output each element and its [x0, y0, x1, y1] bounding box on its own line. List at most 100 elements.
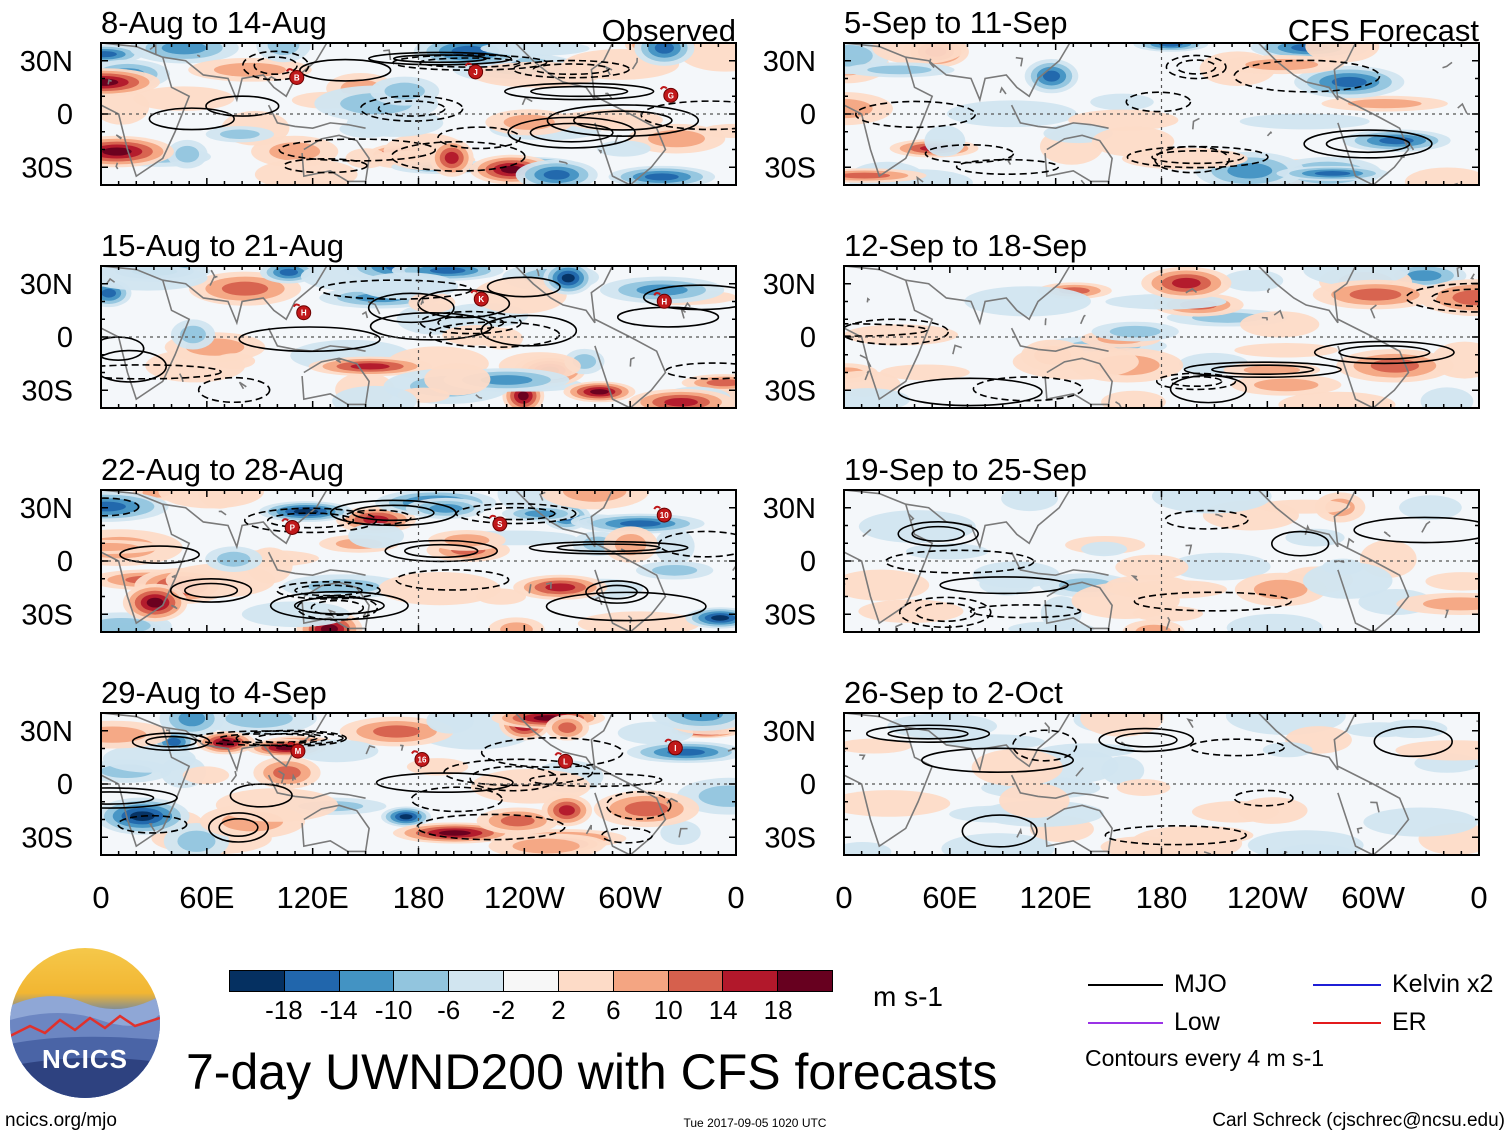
storm-label: J [473, 68, 477, 77]
lon-label: 120E [1019, 880, 1091, 915]
lat-label: 30S [21, 152, 73, 184]
colorbar-tick-label: -2 [491, 995, 516, 1025]
lon-label: 120W [1227, 880, 1309, 915]
storm-label: I [674, 744, 676, 753]
lon-axis-labels-observed: 0 60E 120E 180 120W 60W 0 [92, 880, 744, 915]
storm-label: 10 [660, 511, 669, 520]
lat-label: 0 [800, 99, 816, 131]
colorbar-tick-label: -6 [437, 995, 461, 1025]
lat-label: 30N [763, 269, 816, 301]
colorbar-tick-label: 10 [653, 995, 683, 1025]
lat-label: 30S [21, 599, 73, 631]
storm-marker: 16 [411, 750, 430, 767]
storm-label: L [563, 757, 568, 766]
mjo-contours [844, 282, 1479, 407]
colorbar [229, 970, 833, 992]
legend-item-kelvin: Kelvin x2 [1313, 970, 1510, 1000]
colorbar-units: m s-1 [873, 981, 943, 1012]
storm-marker: P [281, 518, 300, 535]
storm-marker: H [292, 303, 312, 321]
panel-title: 5-Sep to 11-Sep [844, 5, 1067, 40]
colorbar-tick-labels: -18 -14 -10 -6 -2 2 6 10 14 18 [229, 995, 833, 1029]
storm-label: H [301, 309, 307, 318]
lat-label: 30N [20, 716, 73, 748]
colorbar-swatch [394, 971, 450, 991]
storm-markers: P S 10 [281, 505, 672, 535]
mjo-contours [865, 724, 1453, 848]
mjo-contours [148, 50, 736, 174]
axis-ticks [843, 265, 1480, 409]
panel-field [844, 713, 1479, 855]
storm-label: S [497, 520, 503, 529]
lat-label: 30S [764, 375, 816, 407]
legend-label-low: Low [1174, 1008, 1220, 1036]
colorbar-swatch [778, 971, 832, 991]
colorbar-tick-label: -10 [374, 995, 413, 1025]
lat-label: 0 [57, 546, 73, 578]
storm-marker: 10 [653, 505, 672, 523]
lat-label: 30N [20, 493, 73, 525]
mjo-contours [101, 497, 736, 622]
colorbar-tick-label: 18 [763, 995, 793, 1025]
axis-ticks [100, 265, 737, 409]
storm-marker: G [659, 86, 679, 103]
colorbar-swatch [284, 971, 340, 991]
storm-label: M [295, 747, 302, 756]
lon-label: 180 [1136, 880, 1188, 915]
lon-label: 0 [727, 880, 744, 915]
ncics-logo: NCICS [10, 948, 160, 1098]
lon-label: 60E [922, 880, 977, 915]
storm-marker: L [554, 752, 573, 769]
storm-label: G [668, 91, 674, 100]
legend-line-er [1313, 1022, 1381, 1024]
legend-line-mjo [1088, 984, 1163, 986]
colorbar-swatches [229, 970, 833, 992]
observed-panel-1: B J G 30N 0 30S 8-Aug to 14-Aug Observed [20, 5, 737, 186]
legend-label-er: ER [1392, 1008, 1427, 1036]
storm-marker: J [464, 62, 484, 80]
colorbar-swatch [230, 971, 285, 991]
storm-marker: H [653, 292, 672, 309]
storm-label: K [478, 295, 484, 304]
legend-line-kelvin [1313, 984, 1381, 986]
panel-title: 15-Aug to 21-Aug [101, 228, 344, 263]
credit: Carl Schreck (cjschrec@ncsu.edu) [1212, 1110, 1505, 1131]
panel-title: 26-Sep to 2-Oct [844, 675, 1063, 710]
lat-label: 0 [800, 546, 816, 578]
colorbar-swatch [558, 971, 614, 991]
observed-label: Observed [602, 13, 736, 48]
lon-label: 60W [1341, 880, 1405, 915]
colorbar-tick-label: 6 [606, 995, 621, 1025]
forecast-panel-3: 30N 0 30S 19-Sep to 25-Sep [763, 452, 1480, 633]
panel-field [101, 490, 736, 632]
mjo-contours [101, 276, 736, 404]
storm-marker: M [287, 741, 306, 759]
lon-axis-labels-forecast: 0 60E 120E 180 120W 60W 0 [835, 880, 1487, 915]
coastlines [844, 43, 1468, 185]
colorbar-tick-label: -18 [265, 995, 303, 1025]
lon-label: 60E [179, 880, 234, 915]
timestamp: Tue 2017-09-05 1020 UTC [683, 1116, 827, 1130]
lon-label: 0 [835, 880, 852, 915]
lat-label: 0 [57, 99, 73, 131]
forecast-panel-1: 30N 0 30S 5-Sep to 11-Sep CFS Forecast [763, 5, 1480, 186]
forecast-label: CFS Forecast [1288, 13, 1480, 48]
panel-title: 8-Aug to 14-Aug [101, 5, 327, 40]
storm-markers: M 16 L I [287, 738, 683, 769]
coastlines [101, 266, 691, 408]
mjo-contours [854, 54, 1433, 176]
mjo-contours [884, 509, 1479, 629]
lon-label: 120W [484, 880, 566, 915]
colorbar-swatch [339, 971, 395, 991]
lat-label: 30N [763, 493, 816, 525]
lat-label: 30S [764, 152, 816, 184]
panel-title: 12-Sep to 18-Sep [844, 228, 1087, 263]
url-link[interactable]: ncics.org/mjo [5, 1110, 117, 1131]
lon-label: 120E [276, 880, 348, 915]
panel-title: 19-Sep to 25-Sep [844, 452, 1087, 487]
colorbar-swatch [668, 971, 724, 991]
storm-markers: B J G [285, 62, 679, 103]
lon-label: 0 [92, 880, 109, 915]
storm-marker: K [470, 289, 489, 307]
